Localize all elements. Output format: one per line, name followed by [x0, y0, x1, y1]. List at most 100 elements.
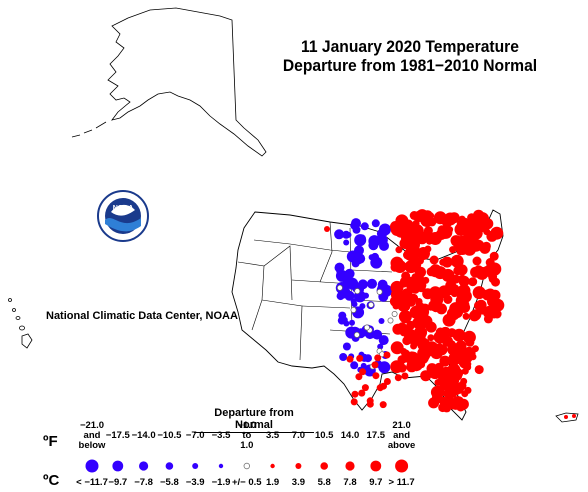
station-dot [366, 397, 374, 405]
station-dot [354, 288, 361, 295]
station-dot [488, 275, 496, 283]
station-dot [476, 221, 488, 233]
station-dot [401, 372, 409, 380]
station-dot [418, 361, 426, 369]
station-dot [372, 329, 383, 340]
station-dot [403, 288, 413, 298]
station-dot [394, 374, 402, 382]
legend-c-label: −1.9 [211, 477, 231, 488]
station-dot [354, 252, 361, 259]
station-dot [356, 354, 364, 362]
legend-f-label: 14.0 [340, 430, 360, 441]
station-dot [433, 266, 447, 280]
legend-symbol [395, 459, 409, 473]
legend-c-label: 7.8 [343, 477, 357, 488]
station-dot [371, 252, 379, 261]
legend-title: Departure from Normal [194, 407, 314, 433]
station-dot [351, 259, 360, 268]
station-dot [351, 390, 359, 398]
station-dot [363, 324, 370, 331]
station-dot [458, 215, 466, 223]
station-dot [421, 303, 429, 311]
station-dot [439, 355, 451, 367]
station-dot [430, 293, 444, 307]
station-dot [352, 225, 361, 234]
station-dot [441, 216, 453, 228]
station-dot [360, 362, 367, 369]
legend-c-label: −9.7 [108, 477, 128, 488]
station-dot [344, 268, 355, 279]
station-dot [379, 240, 389, 251]
station-dot [378, 318, 385, 324]
station-dot [391, 261, 399, 268]
station-dot [424, 245, 432, 253]
station-dot [398, 310, 412, 324]
legend-symbol [85, 459, 99, 473]
puerto-rico-outline [555, 412, 579, 423]
station-dot [457, 274, 467, 284]
station-dot [391, 311, 398, 317]
station-dot [380, 382, 387, 390]
station-dot [376, 288, 383, 295]
station-dot [464, 386, 472, 394]
station-dot [472, 256, 482, 266]
legend-symbol [295, 463, 302, 469]
station-dot [395, 360, 405, 370]
station-dot [470, 266, 482, 278]
station-dot [395, 214, 409, 228]
aleutian-islands [71, 121, 107, 138]
station-dot [400, 348, 408, 355]
station-dot [412, 219, 420, 227]
legend-unit-c: ºC [43, 472, 60, 489]
station-dot [439, 396, 449, 406]
station-dot [449, 302, 463, 316]
station-dot [343, 320, 350, 327]
station-dot [420, 214, 434, 227]
station-dot [338, 311, 347, 320]
station-dot [467, 213, 477, 223]
legend-f-label: 21.0 and above [387, 420, 416, 451]
station-dot [490, 298, 500, 308]
legend-symbol [218, 463, 224, 469]
station-dot [336, 284, 343, 291]
station-dot [415, 300, 423, 308]
station-dot [441, 366, 451, 376]
station-dot [439, 258, 447, 266]
station-dot [462, 312, 470, 320]
station-dot [368, 301, 374, 308]
station-dot [474, 212, 486, 224]
station-dot [357, 234, 366, 243]
credit-text: National Climatic Data Center, NOAA [46, 310, 238, 322]
station-dot [342, 342, 351, 351]
station-dot [452, 397, 462, 407]
station-dot [483, 314, 493, 324]
station-dot [383, 378, 391, 385]
station-dot [364, 354, 372, 363]
station-dot [453, 266, 463, 276]
legend-symbol [370, 460, 382, 472]
station-dot [339, 353, 348, 361]
station-dot [445, 280, 457, 292]
legend-c-label: −7.8 [134, 477, 153, 488]
legend-f-label: −21.0 and below [78, 420, 106, 451]
station-dot [368, 235, 381, 248]
legend-c-label: +/− 0.5 [232, 477, 262, 488]
station-dot [379, 401, 387, 409]
legend-symbol [243, 462, 250, 470]
station-dot [431, 303, 441, 313]
legend-c-label: < −11.7 [76, 477, 108, 488]
legend-f-label: 3.5 [265, 430, 280, 441]
alaska-outline [107, 7, 267, 157]
station-dot [427, 334, 435, 342]
legend-symbol [112, 460, 124, 472]
station-dot [372, 372, 380, 380]
legend-f-label: −1.0 to 1.0 [237, 420, 257, 451]
station-dot [399, 327, 409, 337]
legend-symbol [192, 463, 199, 469]
station-dot [452, 328, 466, 342]
map-title-line1: 11 January 2020 Temperature [301, 37, 519, 56]
station-dot [371, 361, 379, 369]
legend-f-label: −10.5 [157, 430, 182, 441]
